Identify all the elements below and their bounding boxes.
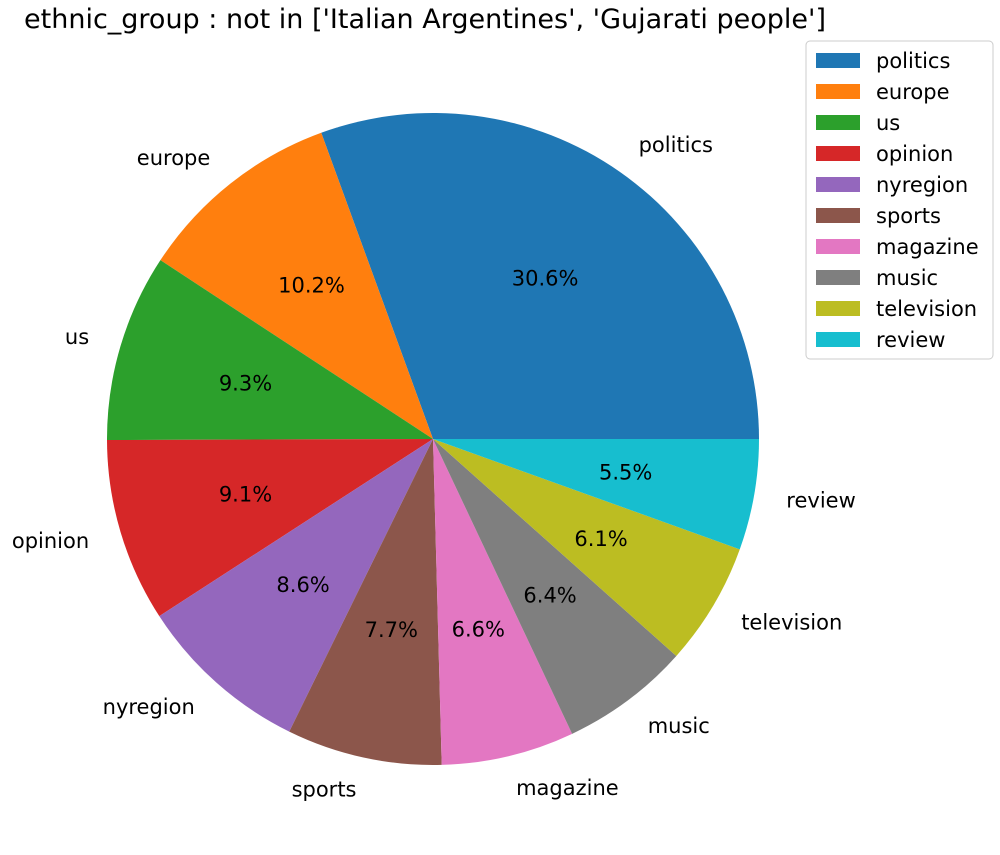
slice-percent-television: 6.1% bbox=[574, 527, 627, 551]
legend-label-europe: europe bbox=[876, 80, 950, 104]
legend-swatch-politics bbox=[816, 53, 860, 68]
legend-swatch-nyregion bbox=[816, 177, 860, 192]
legend-label-magazine: magazine bbox=[876, 235, 979, 259]
slice-label-review: review bbox=[786, 489, 855, 513]
legend-label-opinion: opinion bbox=[876, 142, 953, 166]
legend-swatch-music bbox=[816, 270, 860, 285]
legend-label-us: us bbox=[876, 111, 900, 135]
slice-percent-europe: 10.2% bbox=[278, 274, 345, 298]
slice-percent-music: 6.4% bbox=[523, 584, 576, 608]
chart-title: ethnic_group : not in ['Italian Argentin… bbox=[24, 4, 826, 35]
slice-labels: politics europe us opinion nyregion sports mag… bbox=[12, 133, 856, 801]
legend-label-music: music bbox=[876, 266, 938, 290]
slice-percent-labels: 30.6% 10.2% 9.3% 9.1% 8.6% 7.7% 6.6% 6.4% 6.1% 5.… bbox=[219, 267, 653, 642]
slice-percent-opinion: 9.1% bbox=[219, 483, 272, 507]
legend-swatch-opinion bbox=[816, 146, 860, 161]
slice-opinion bbox=[107, 439, 433, 617]
slice-label-politics: politics bbox=[639, 133, 713, 157]
slice-label-music: music bbox=[648, 714, 710, 738]
slice-percent-us: 9.3% bbox=[219, 371, 272, 395]
slice-review bbox=[433, 439, 759, 550]
slice-label-nyregion: nyregion bbox=[103, 695, 195, 719]
legend-label-review: review bbox=[876, 328, 945, 352]
pie-slices bbox=[106, 113, 759, 765]
slice-label-television: television bbox=[741, 610, 842, 634]
slice-percent-magazine: 6.6% bbox=[452, 617, 505, 641]
legend-swatch-us bbox=[816, 115, 860, 130]
legend-swatch-europe bbox=[816, 84, 860, 99]
slice-label-sports: sports bbox=[292, 777, 357, 801]
slice-sports bbox=[289, 439, 442, 765]
slice-percent-review: 5.5% bbox=[599, 461, 652, 485]
legend-label-television: television bbox=[876, 297, 977, 321]
legend-swatch-review bbox=[816, 332, 860, 347]
slice-television bbox=[433, 439, 740, 656]
slice-label-magazine: magazine bbox=[516, 776, 619, 800]
slice-label-opinion: opinion bbox=[12, 529, 89, 553]
legend: politics europe us opinion nyregion sports mag… bbox=[805, 40, 994, 360]
legend-label-politics: politics bbox=[876, 49, 950, 73]
slice-politics bbox=[321, 113, 759, 439]
slice-percent-sports: 7.7% bbox=[365, 618, 418, 642]
slice-europe bbox=[160, 132, 434, 439]
slice-music bbox=[433, 439, 677, 734]
slice-percent-nyregion: 8.6% bbox=[276, 573, 329, 597]
legend-swatch-magazine bbox=[816, 239, 860, 254]
slice-label-europe: europe bbox=[137, 146, 211, 170]
legend-swatch-television bbox=[816, 301, 860, 316]
legend-label-sports: sports bbox=[876, 204, 941, 228]
slice-nyregion bbox=[159, 439, 433, 732]
slice-percent-politics: 30.6% bbox=[512, 267, 579, 291]
legend-label-nyregion: nyregion bbox=[876, 173, 968, 197]
slice-magazine bbox=[433, 439, 573, 765]
slice-label-us: us bbox=[65, 325, 89, 349]
legend-swatch-sports bbox=[816, 208, 860, 223]
slice-us bbox=[106, 260, 434, 441]
